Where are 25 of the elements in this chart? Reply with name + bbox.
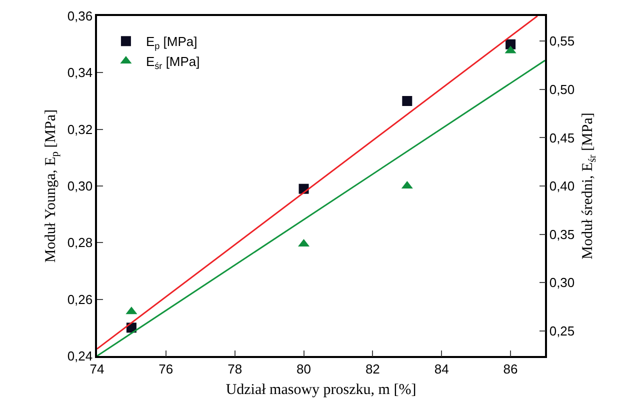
legend-label: E$_{p}$ [MPa] [146,34,198,51]
y2-tick-label: 0,45 [549,130,575,146]
y2-tick-label: 0,50 [549,82,575,97]
x-tick-label: 82 [365,361,380,376]
legend-label: E$_{śr}$ [MPa] [146,54,200,71]
y-tick-label: 0,26 [67,292,93,307]
y-tick-label: 0,24 [67,348,93,364]
y-tick-label: 0,36 [67,8,93,24]
x-tick-label: 76 [158,361,174,376]
x-tick-label: 78 [228,361,242,376]
y2-tick-label: 0,25 [549,323,575,338]
x-axis-title: Udział masowy proszku, m [%] [226,382,416,398]
y2-tick-label: 0,55 [549,34,575,49]
y-tick-label: 0,28 [67,235,93,250]
point [402,96,412,106]
y-tick-label: 0,30 [67,178,93,194]
y2-tick-label: 0,40 [549,178,575,194]
y-tick-label: 0,34 [67,65,93,80]
x-tick-label: 86 [503,361,518,376]
y2-tick-label: 0,30 [549,275,575,290]
x-tick-label: 74 [90,361,104,376]
y2-tick-label: 0,35 [549,226,575,242]
x-tick-label: 84 [434,361,449,376]
y-tick-label: 0,32 [67,122,93,137]
x-tick-label: 80 [296,361,312,376]
